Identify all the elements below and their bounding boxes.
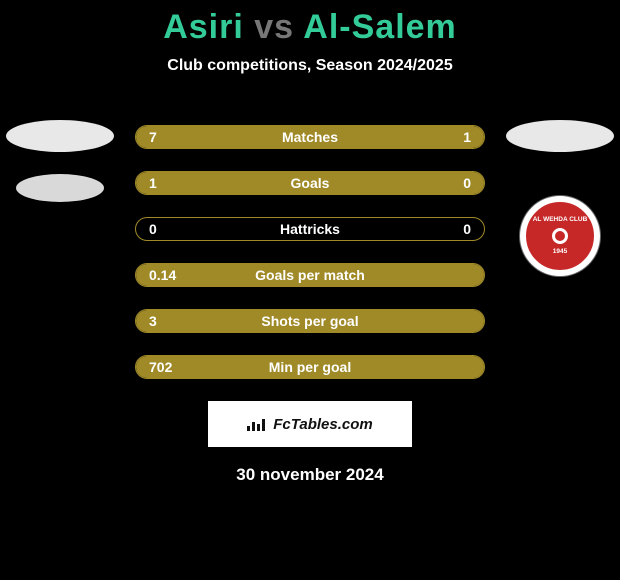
stat-label: Goals <box>209 175 411 191</box>
vs-text: vs <box>254 8 294 46</box>
stat-label: Matches <box>209 129 411 145</box>
stat-left-value: 0 <box>149 221 209 237</box>
stat-right-value: 0 <box>411 175 471 191</box>
player2-name: Al-Salem <box>303 8 457 46</box>
stat-row: 0.14Goals per match <box>135 263 485 287</box>
stat-left-value: 1 <box>149 175 209 191</box>
stat-label: Shots per goal <box>209 313 411 329</box>
stat-right-value: 0 <box>411 221 471 237</box>
stat-row: 3Shots per goal <box>135 309 485 333</box>
player1-club-silhouette-icon <box>16 174 104 202</box>
subtitle: Club competitions, Season 2024/2025 <box>0 57 620 75</box>
al-wehda-club-badge-icon: AL WEHDA CLUB 1945 <box>520 196 600 276</box>
stat-row: 0Hattricks0 <box>135 217 485 241</box>
player1-name: Asiri <box>163 8 244 46</box>
badge-club-name: AL WEHDA CLUB <box>533 216 588 223</box>
stat-left-value: 3 <box>149 313 209 329</box>
stat-row: 1Goals0 <box>135 171 485 195</box>
comparison-title: Asiri vs Al-Salem <box>0 0 620 47</box>
logo-text: FcTables.com <box>273 416 372 433</box>
left-player-icons <box>6 120 114 224</box>
stats-table: 7Matches11Goals00Hattricks00.14Goals per… <box>135 125 485 379</box>
right-player-icons: AL WEHDA CLUB 1945 <box>506 120 614 276</box>
badge-year: 1945 <box>553 248 567 255</box>
stat-label: Min per goal <box>209 359 411 375</box>
stat-left-value: 7 <box>149 129 209 145</box>
stat-right-value: 1 <box>411 129 471 145</box>
stat-label: Goals per match <box>209 267 411 283</box>
stat-label: Hattricks <box>209 221 411 237</box>
stat-row: 7Matches1 <box>135 125 485 149</box>
comparison-date: 30 november 2024 <box>0 465 620 485</box>
bar-chart-icon <box>247 417 267 431</box>
badge-text: AL WEHDA CLUB 1945 <box>533 216 588 256</box>
player1-silhouette-icon <box>6 120 114 152</box>
stat-left-value: 702 <box>149 359 209 375</box>
stat-row: 702Min per goal <box>135 355 485 379</box>
stat-left-value: 0.14 <box>149 267 209 283</box>
fctables-logo[interactable]: FcTables.com <box>208 401 412 447</box>
player2-silhouette-icon <box>506 120 614 152</box>
